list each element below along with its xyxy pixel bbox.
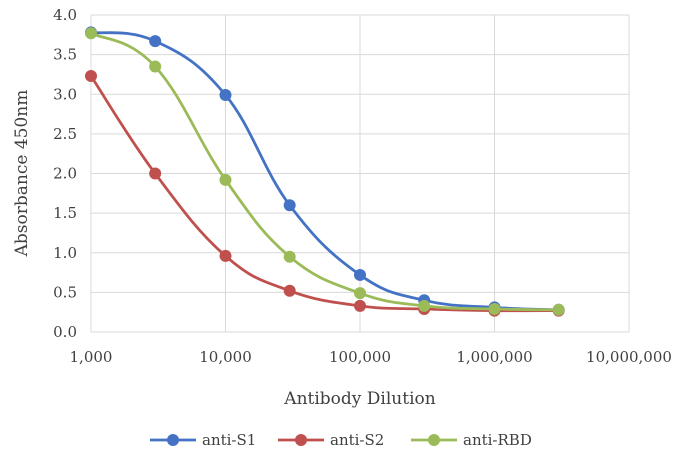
x-axis-title: Antibody Dilution: [283, 389, 435, 409]
series-layer: [85, 26, 565, 317]
data-point-anti-rbd: [418, 299, 431, 312]
legend-item-anti-s1: anti-S1: [150, 431, 256, 449]
data-point-anti-s1: [283, 199, 296, 212]
series-line-anti-rbd: [89, 31, 561, 312]
x-axis-ticks: 1,000 10,000 100,000 1,000,000 10,000,000: [70, 348, 672, 366]
data-point-anti-rbd: [354, 287, 366, 300]
y-tick-label: 3.0: [53, 85, 77, 103]
legend-marker: [428, 434, 440, 446]
x-tick-label: 10,000,000: [586, 348, 672, 366]
gridlines: [90, 14, 630, 333]
data-point-anti-rbd: [219, 173, 232, 186]
data-point-anti-s1: [354, 268, 366, 281]
y-tick-label: 1.0: [53, 244, 77, 262]
legend-label: anti-S2: [330, 431, 384, 449]
legend-item-anti-rbd: anti-RBD: [411, 431, 532, 449]
y-tick-label: 0.0: [53, 323, 77, 341]
data-point-anti-s2: [85, 70, 97, 83]
y-tick-label: 1.5: [53, 204, 77, 222]
legend-label: anti-RBD: [463, 431, 532, 449]
data-point-anti-rbd: [149, 60, 162, 73]
data-point-anti-s2: [354, 299, 366, 312]
data-point-anti-s2: [219, 249, 232, 262]
legend-item-anti-s2: anti-S2: [278, 431, 384, 449]
y-axis-ticks: 0.0 0.5 1.0 1.5 2.0 2.5 3.0 3.5 4.0: [53, 6, 77, 341]
data-point-anti-rbd: [552, 303, 565, 316]
x-tick-label: 10,000: [199, 348, 252, 366]
y-tick-label: 4.0: [53, 6, 77, 24]
series-anti-rbd: [85, 27, 565, 316]
data-point-anti-s2: [283, 284, 296, 297]
legend-marker: [295, 434, 307, 446]
data-point-anti-rbd: [85, 27, 97, 40]
y-tick-label: 2.0: [53, 165, 77, 183]
x-tick-label: 1,000: [70, 348, 113, 366]
y-axis-title: Absorbance 450nm: [12, 90, 32, 258]
x-tick-label: 1,000,000: [456, 348, 532, 366]
y-tick-label: 2.5: [53, 125, 77, 143]
legend: anti-S1 anti-S2 anti-RBD: [150, 431, 532, 449]
data-point-anti-rbd: [283, 250, 296, 263]
data-point-anti-s1: [149, 35, 162, 48]
y-tick-label: 0.5: [53, 283, 77, 301]
legend-marker: [167, 434, 179, 446]
x-tick-label: 100,000: [329, 348, 391, 366]
data-point-anti-rbd: [488, 303, 501, 316]
y-tick-label: 3.5: [53, 46, 77, 64]
series-line-anti-s2: [89, 74, 561, 313]
data-point-anti-s2: [149, 167, 162, 180]
series-line-anti-s1: [89, 31, 561, 312]
data-point-anti-s1: [219, 89, 232, 102]
legend-label: anti-S1: [202, 431, 256, 449]
